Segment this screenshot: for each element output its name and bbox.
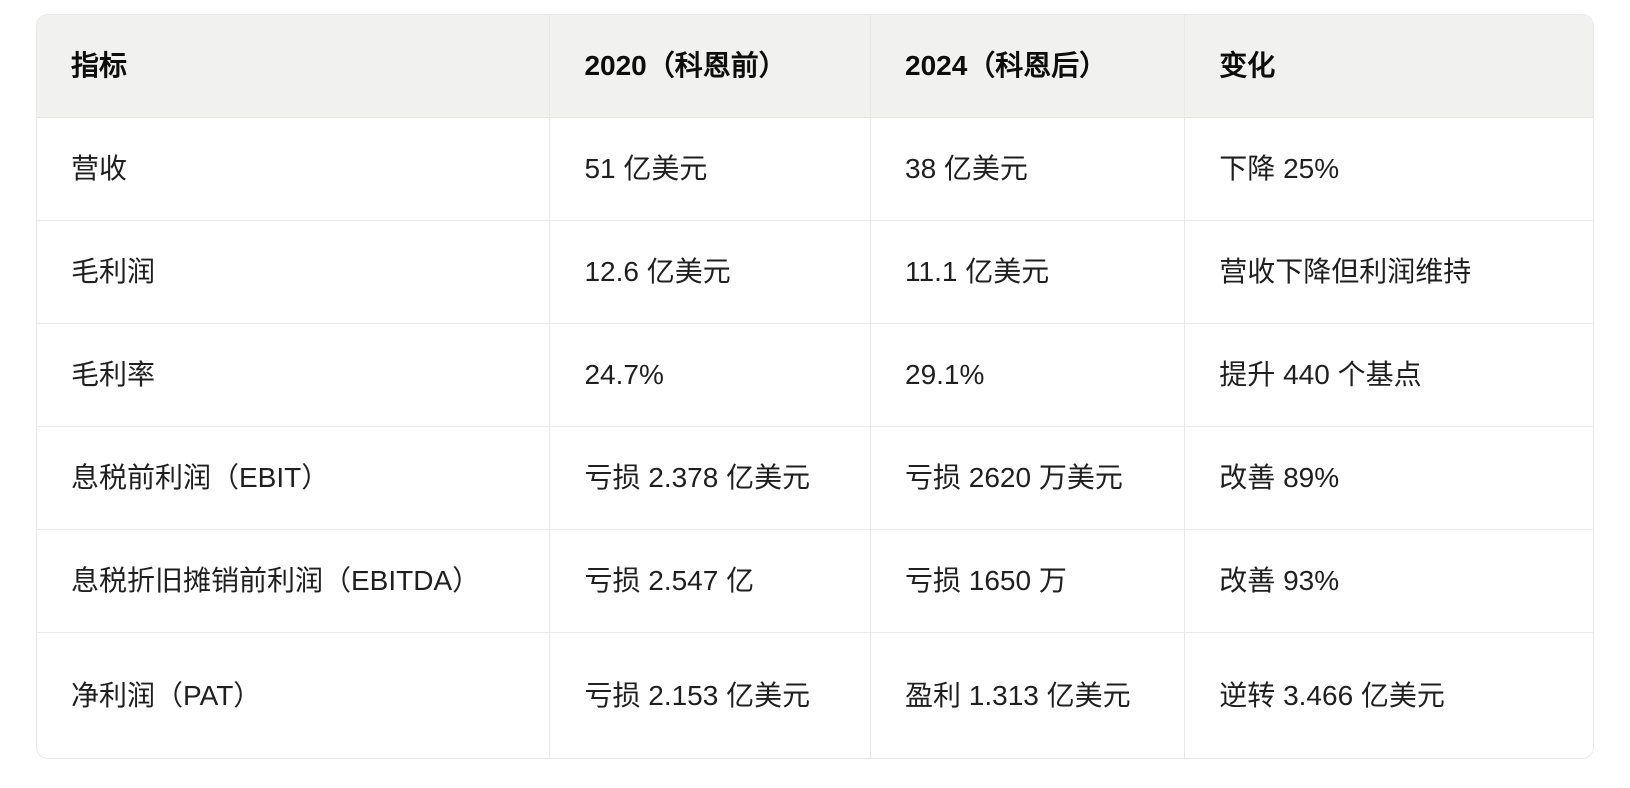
value-cell-2020: 亏损 2.547 亿 — [550, 530, 871, 633]
row-label-cell: 毛利率 — [37, 324, 551, 427]
value-cell-2020: 亏损 2.153 亿美元 — [550, 633, 871, 758]
table-row-revenue: 营收 51 亿美元 38 亿美元 下降 25% — [37, 118, 1593, 221]
change-cell: 提升 440 个基点 — [1185, 324, 1593, 427]
change-cell: 改善 93% — [1185, 530, 1593, 633]
table-header-row: 指标 2020（科恩前） 2024（科恩后） 变化 — [37, 15, 1593, 118]
value-cell-2024: 29.1% — [871, 324, 1186, 427]
table-row-pat: 净利润（PAT） 亏损 2.153 亿美元 盈利 1.313 亿美元 逆转 3.… — [37, 633, 1593, 758]
value-cell-2024: 亏损 2620 万美元 — [871, 427, 1186, 530]
value-cell-2020: 51 亿美元 — [550, 118, 871, 221]
table-row-ebitda: 息税折旧摊销前利润（EBITDA） 亏损 2.547 亿 亏损 1650 万 改… — [37, 530, 1593, 633]
metrics-table: 指标 2020（科恩前） 2024（科恩后） 变化 营收 51 亿美元 38 亿… — [37, 15, 1593, 758]
change-cell: 下降 25% — [1185, 118, 1593, 221]
change-cell: 逆转 3.466 亿美元 — [1185, 633, 1593, 758]
value-cell-2024: 亏损 1650 万 — [871, 530, 1186, 633]
table-row-gross-profit: 毛利润 12.6 亿美元 11.1 亿美元 营收下降但利润维持 — [37, 221, 1593, 324]
header-cell-2024-post: 2024（科恩后） — [871, 15, 1186, 118]
row-label-cell: 息税前利润（EBIT） — [37, 427, 551, 530]
value-cell-2024: 盈利 1.313 亿美元 — [871, 633, 1186, 758]
value-cell-2020: 24.7% — [550, 324, 871, 427]
value-cell-2020: 亏损 2.378 亿美元 — [550, 427, 871, 530]
value-cell-2024: 11.1 亿美元 — [871, 221, 1186, 324]
table-row-ebit: 息税前利润（EBIT） 亏损 2.378 亿美元 亏损 2620 万美元 改善 … — [37, 427, 1593, 530]
header-cell-change: 变化 — [1185, 15, 1593, 118]
row-label-cell: 营收 — [37, 118, 551, 221]
table-row-gross-margin: 毛利率 24.7% 29.1% 提升 440 个基点 — [37, 324, 1593, 427]
change-cell: 改善 89% — [1185, 427, 1593, 530]
financial-comparison-table: 指标 2020（科恩前） 2024（科恩后） 变化 营收 51 亿美元 38 亿… — [36, 14, 1594, 759]
row-label-cell: 毛利润 — [37, 221, 551, 324]
header-cell-indicator: 指标 — [37, 15, 551, 118]
change-cell: 营收下降但利润维持 — [1185, 221, 1593, 324]
row-label-cell: 息税折旧摊销前利润（EBITDA） — [37, 530, 551, 633]
row-label-cell: 净利润（PAT） — [37, 633, 551, 758]
value-cell-2024: 38 亿美元 — [871, 118, 1186, 221]
header-cell-2020-pre: 2020（科恩前） — [550, 15, 871, 118]
value-cell-2020: 12.6 亿美元 — [550, 221, 871, 324]
